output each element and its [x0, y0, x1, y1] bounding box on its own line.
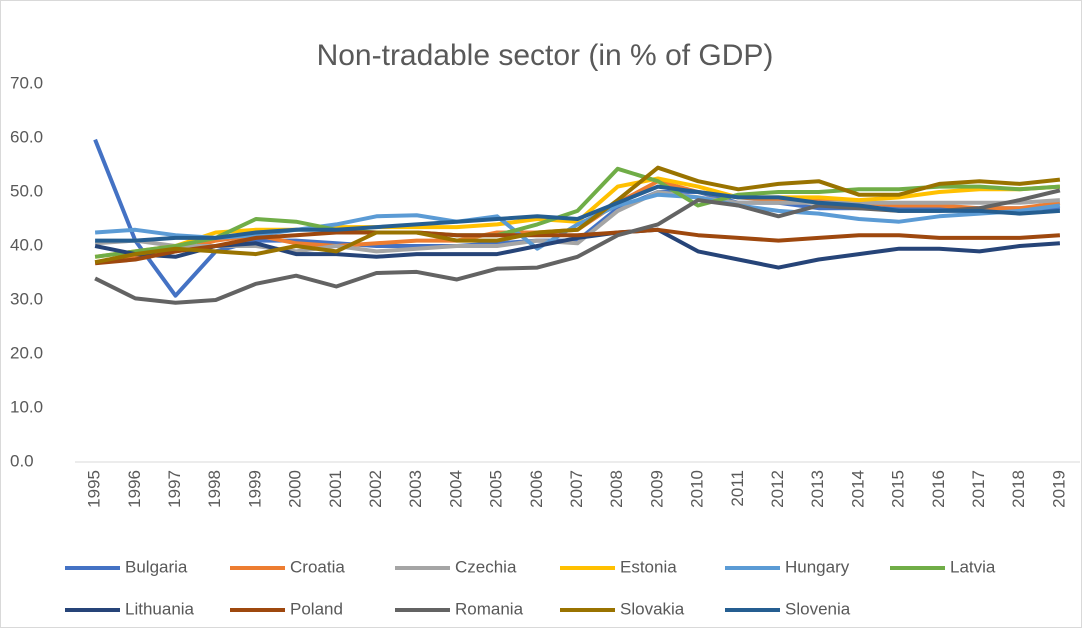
- legend-label: Croatia: [290, 557, 345, 576]
- legend-label: Latvia: [950, 557, 996, 576]
- x-tick-label: 2018: [1009, 470, 1028, 508]
- x-tick-label: 2012: [768, 470, 787, 508]
- series-line: [94, 192, 1061, 251]
- y-tick-label: 60.0: [10, 127, 43, 146]
- x-tick-label: 2015: [889, 470, 908, 508]
- x-tick-label: 1996: [125, 470, 144, 508]
- chart-title: Non-tradable sector (in % of GDP): [317, 39, 774, 72]
- legend-label: Slovakia: [620, 599, 685, 618]
- legend-label: Hungary: [785, 557, 850, 576]
- y-tick-label: 0.0: [10, 451, 34, 470]
- x-tick-label: 2003: [406, 470, 425, 508]
- series-line: [94, 190, 1061, 254]
- y-tick-label: 30.0: [10, 289, 43, 308]
- x-tick-label: 2016: [929, 470, 948, 508]
- legend-label: Romania: [455, 599, 524, 618]
- series-line: [95, 184, 1061, 243]
- series-line: [93, 138, 1060, 298]
- x-tick-label: 2013: [808, 470, 827, 508]
- x-tick-label: 1999: [245, 470, 264, 508]
- x-tick-label: 1998: [205, 470, 224, 508]
- x-tick-label: 2001: [326, 470, 345, 508]
- legend-label: Bulgaria: [125, 557, 188, 576]
- x-tick-label: 2005: [487, 470, 506, 508]
- series-line: [94, 176, 1061, 259]
- x-tick-label: 2014: [848, 470, 867, 508]
- legend-label: Slovenia: [785, 599, 851, 618]
- y-tick-label: 70.0: [10, 73, 43, 92]
- y-tick-label: 50.0: [10, 181, 43, 200]
- x-tick-label: 2017: [969, 470, 988, 508]
- legend-label: Lithuania: [125, 599, 195, 618]
- x-tick-label: 2004: [446, 470, 465, 508]
- x-tick-label: 2007: [567, 470, 586, 508]
- x-tick-label: 2000: [286, 470, 305, 508]
- y-tick-label: 20.0: [10, 343, 43, 362]
- series-line: [94, 227, 1061, 266]
- x-tick-label: 2019: [1049, 470, 1068, 508]
- x-tick-label: 2010: [688, 470, 707, 508]
- x-tick-label: 1997: [165, 470, 184, 508]
- legend-label: Poland: [290, 599, 343, 618]
- x-tick-label: 2002: [366, 470, 385, 508]
- legend-label: Czechia: [455, 557, 517, 576]
- series-line: [94, 165, 1061, 265]
- x-tick-label: 1995: [85, 470, 104, 508]
- x-tick-label: 2011: [728, 470, 747, 507]
- x-tick-label: 2006: [527, 470, 546, 508]
- x-tick-label: 2009: [647, 470, 666, 508]
- series-line: [94, 166, 1061, 259]
- series-line: [94, 227, 1061, 270]
- y-tick-label: 40.0: [10, 235, 43, 254]
- x-tick-label: 2008: [607, 470, 626, 508]
- legend-label: Estonia: [620, 557, 677, 576]
- y-tick-label: 10.0: [10, 397, 43, 416]
